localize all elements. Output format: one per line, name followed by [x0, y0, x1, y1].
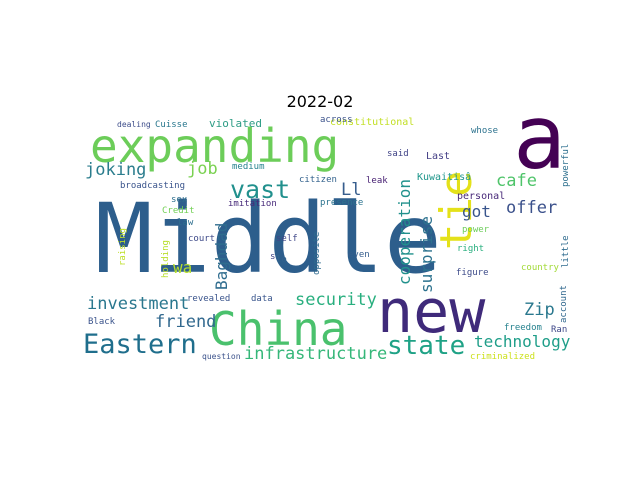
word-last: Last	[426, 151, 451, 162]
chart-title: 2022-02	[286, 92, 354, 111]
word-infrastructure: infrastructure	[244, 344, 388, 364]
word-kuwaitisa: Kuwaitisâ	[417, 172, 472, 183]
word-holding: holding	[161, 240, 171, 278]
word-account: account	[559, 285, 569, 323]
word-data: data	[251, 294, 273, 304]
word-violated: violated	[209, 117, 262, 130]
word-right: right	[457, 244, 485, 254]
word-zip: Zip	[524, 300, 555, 320]
word-security: security	[295, 290, 377, 310]
word-personal: personal	[457, 191, 506, 202]
word-citizen: citizen	[299, 175, 337, 185]
word-le: le	[276, 255, 287, 265]
word-even: even	[348, 250, 370, 260]
word-new: new	[377, 277, 486, 347]
word-technology: technology	[474, 332, 571, 351]
word-wa: wa	[173, 258, 193, 277]
word-cooperation: cooperation	[395, 179, 414, 285]
word-court: court	[188, 234, 216, 244]
word-power: power	[462, 225, 490, 235]
word-opposite: opposite	[312, 231, 322, 275]
word-question: question	[202, 352, 241, 361]
word-job: job	[187, 159, 218, 179]
word-joking: joking	[85, 160, 147, 180]
word-got: got	[462, 202, 491, 221]
word-medium: medium	[232, 162, 265, 172]
word-country: country	[521, 263, 559, 273]
word-cloud: Middle new expanding China â tie Eastern…	[81, 116, 577, 366]
word-black: Black	[88, 317, 116, 327]
word-freedom: freedom	[504, 323, 542, 333]
word-middle: Middle	[95, 183, 442, 295]
word-whose: whose	[471, 126, 499, 136]
word-self: self	[276, 234, 298, 244]
word-eastern: Eastern	[83, 329, 197, 360]
word-criminalized: criminalized	[470, 352, 536, 362]
word-friend: friend	[155, 312, 217, 332]
word-dealing: dealing	[117, 120, 151, 129]
word-investment: investment	[87, 294, 190, 314]
word-surprise: surprise	[417, 215, 436, 293]
word-leak: leak	[366, 176, 388, 186]
word-constitutional: constitutional	[330, 117, 415, 128]
word-across: across	[320, 116, 353, 125]
word-revealed: revealed	[187, 294, 231, 304]
word-state: state	[387, 331, 466, 361]
word-imitation: imitation	[228, 199, 277, 209]
word-said: said	[387, 149, 409, 159]
word-presence: presence	[320, 198, 364, 208]
word-s: s	[270, 252, 276, 262]
word-cafe: cafe	[496, 171, 537, 191]
word-powerful: powerful	[561, 143, 571, 187]
word-ll: Ll	[341, 180, 362, 200]
word-expanding: expanding	[90, 119, 340, 173]
word-little: little	[561, 235, 571, 268]
word-ran: Ran	[551, 325, 568, 335]
word-figure: figure	[456, 268, 489, 278]
word-china: China	[209, 302, 348, 356]
word-raising: raising	[118, 228, 128, 266]
word-a-circumflex: â	[513, 116, 566, 189]
word-cuisse: Cuisse	[155, 120, 188, 130]
word-sex: sex	[171, 195, 188, 205]
word-vast: vast	[230, 175, 291, 204]
word-baghdad: Baghdad	[212, 222, 231, 290]
word-offer: offer	[506, 198, 558, 218]
word-broadcasting: broadcasting	[120, 181, 186, 191]
word-law: law	[177, 218, 194, 228]
word-credit: Credit	[162, 206, 195, 216]
